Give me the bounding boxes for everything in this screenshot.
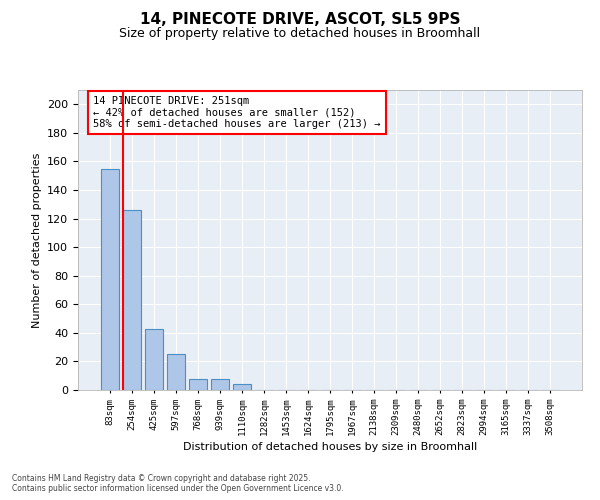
- Bar: [123, 210, 140, 390]
- X-axis label: Distribution of detached houses by size in Broomhall: Distribution of detached houses by size …: [183, 442, 477, 452]
- Text: 14 PINECOTE DRIVE: 251sqm
← 42% of detached houses are smaller (152)
58% of semi: 14 PINECOTE DRIVE: 251sqm ← 42% of detac…: [93, 96, 380, 129]
- Bar: [101, 168, 119, 390]
- Bar: [167, 354, 185, 390]
- Text: Contains HM Land Registry data © Crown copyright and database right 2025.: Contains HM Land Registry data © Crown c…: [12, 474, 311, 483]
- Bar: [211, 378, 229, 390]
- Bar: [189, 378, 206, 390]
- Y-axis label: Number of detached properties: Number of detached properties: [32, 152, 41, 328]
- Text: 14, PINECOTE DRIVE, ASCOT, SL5 9PS: 14, PINECOTE DRIVE, ASCOT, SL5 9PS: [140, 12, 460, 26]
- Text: Size of property relative to detached houses in Broomhall: Size of property relative to detached ho…: [119, 26, 481, 40]
- Bar: [145, 328, 163, 390]
- Bar: [233, 384, 251, 390]
- Text: Contains public sector information licensed under the Open Government Licence v3: Contains public sector information licen…: [12, 484, 344, 493]
